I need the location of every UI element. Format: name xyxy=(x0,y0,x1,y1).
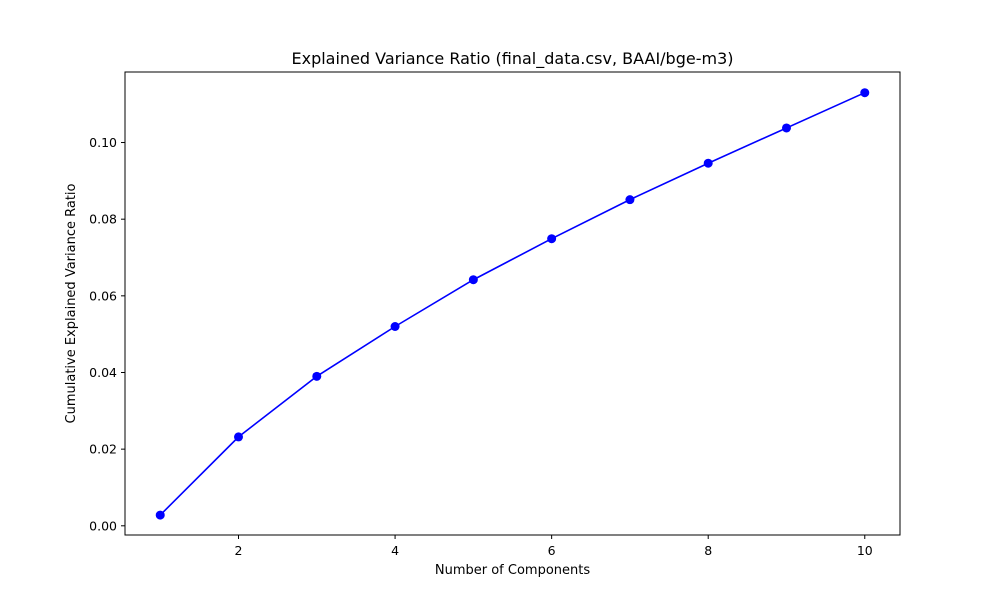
x-tick-label: 4 xyxy=(391,543,399,558)
y-axis-label: Cumulative Explained Variance Ratio xyxy=(64,183,79,423)
y-tick-label: 0.02 xyxy=(89,442,117,457)
data-point xyxy=(703,158,713,168)
data-point xyxy=(155,510,165,520)
y-tick-label: 0.06 xyxy=(89,288,117,303)
data-point xyxy=(781,123,791,133)
x-tick-label: 2 xyxy=(235,543,243,558)
y-tick-label: 0.00 xyxy=(89,518,117,533)
data-point xyxy=(547,234,557,244)
data-point xyxy=(468,275,478,285)
axes-frame xyxy=(124,71,901,536)
plot-area: 2 4 6 8 10 0.00 0.02 0.04 0.06 0.08 0.10 xyxy=(89,88,873,558)
x-tick-label: 10 xyxy=(857,543,873,558)
x-tick-label: 8 xyxy=(704,543,712,558)
data-point xyxy=(390,321,400,331)
y-tick-label: 0.04 xyxy=(89,365,117,380)
data-point xyxy=(860,88,870,98)
x-axis-label: Number of Components xyxy=(435,563,590,578)
data-point xyxy=(234,432,244,442)
series-line xyxy=(159,91,866,516)
x-tick-label: 6 xyxy=(548,543,556,558)
y-tick-label: 0.10 xyxy=(89,135,117,150)
data-point xyxy=(312,371,322,381)
chart-title: Explained Variance Ratio (final_data.csv… xyxy=(292,49,734,69)
data-point xyxy=(625,195,635,205)
y-tick-label: 0.08 xyxy=(89,212,117,227)
